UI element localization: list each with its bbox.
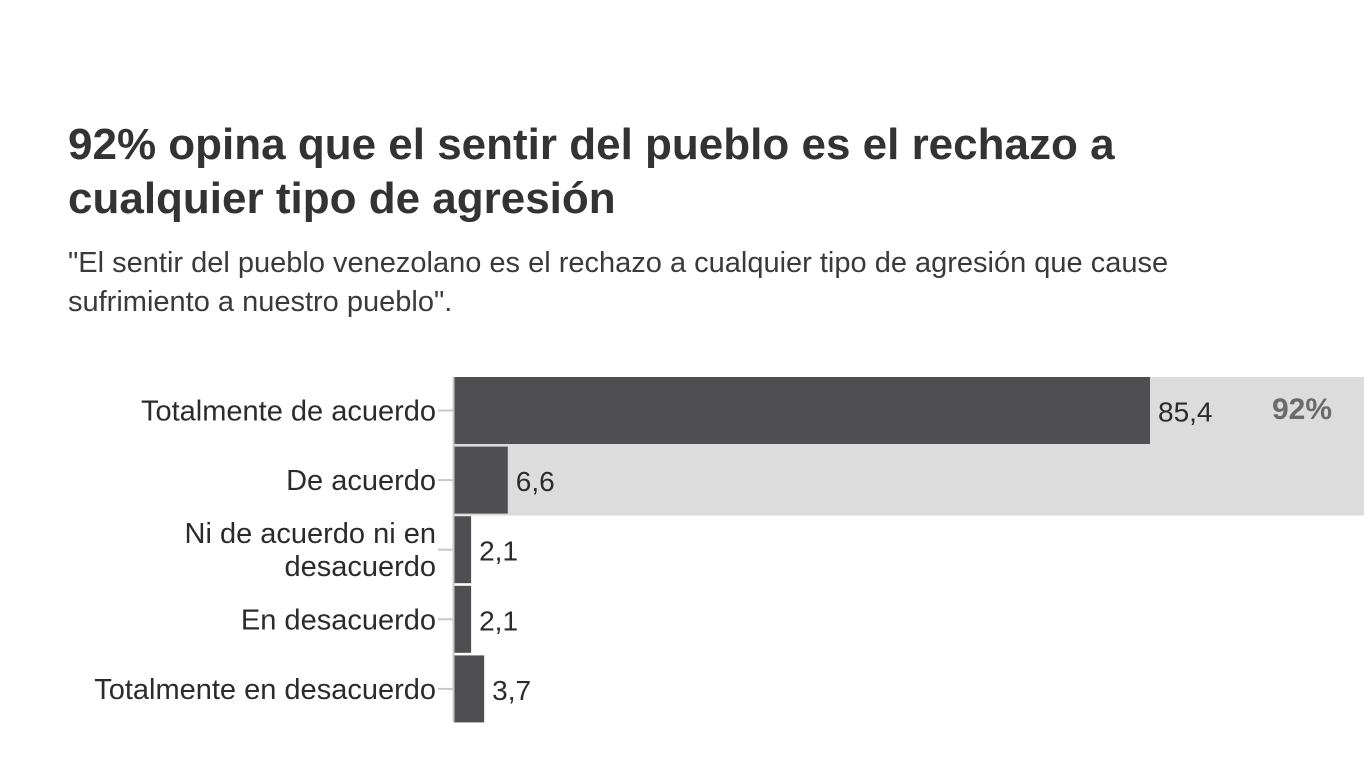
value-label: 2,1 <box>479 605 518 636</box>
highlight-total-label: 92% <box>1272 393 1332 426</box>
chart-subtitle: "El sentir del pueblo venezolano es el r… <box>68 247 1169 318</box>
value-label: 6,6 <box>516 466 555 497</box>
category-label: Ni de acuerdo ni en desacuerdo <box>185 518 437 583</box>
bar <box>454 585 472 653</box>
chart-title: 92% opina que el sentir del pueblo es el… <box>68 120 1115 223</box>
value-label: 3,7 <box>492 675 531 706</box>
bar <box>454 377 1151 444</box>
value-label: 2,1 <box>479 536 518 567</box>
bar <box>454 446 508 514</box>
bar <box>454 516 472 584</box>
value-label: 85,4 <box>1158 397 1213 428</box>
category-label: Totalmente de acuerdo <box>141 396 436 428</box>
category-label: Totalmente en desacuerdo <box>94 674 436 706</box>
bar <box>454 655 485 723</box>
category-label: De acuerdo <box>286 465 436 497</box>
category-label: En desacuerdo <box>241 604 436 636</box>
